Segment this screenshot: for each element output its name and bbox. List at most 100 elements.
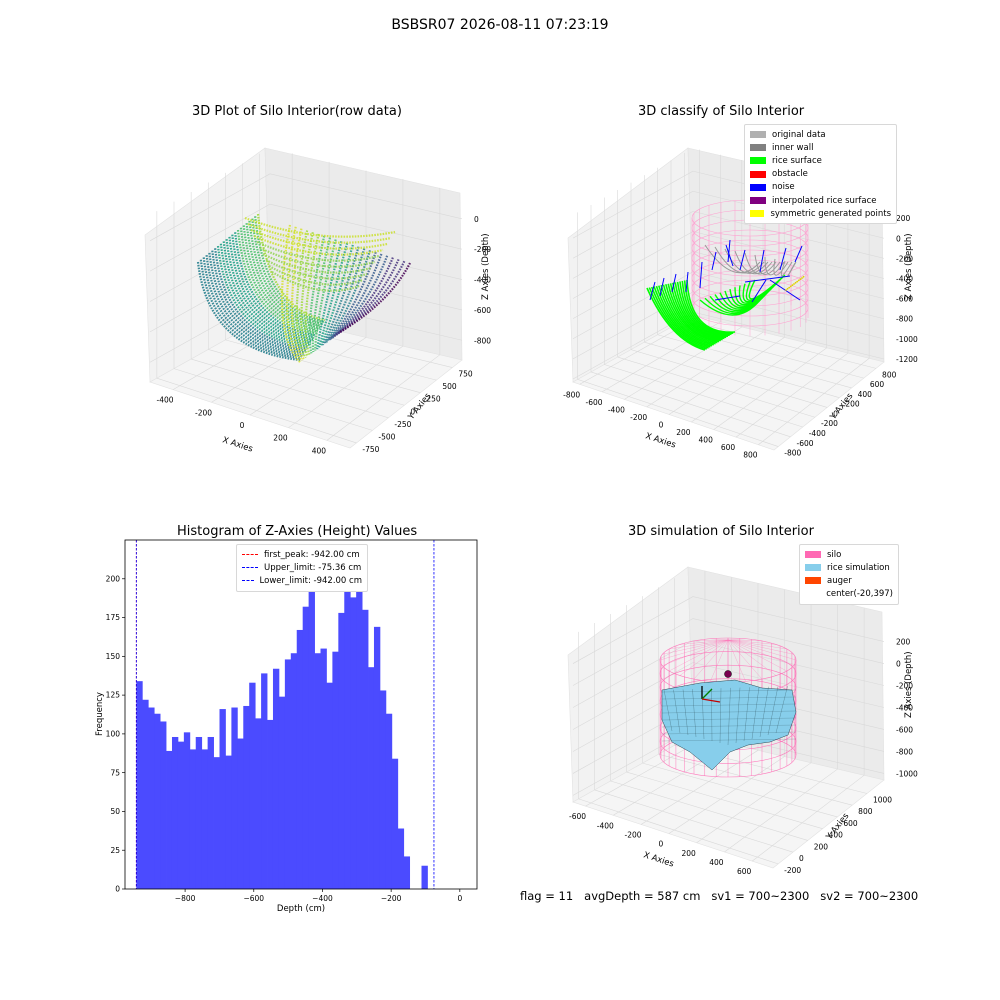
rice-surface-row [650, 286, 709, 349]
histogram-bar [308, 581, 315, 889]
raw-point-row [225, 239, 313, 343]
raw-point-row [236, 229, 317, 335]
symmetric-point [799, 278, 802, 281]
legend-swatch [750, 183, 766, 191]
z-tick-label: -800 [896, 747, 913, 756]
noise-stroke [711, 251, 717, 271]
z-tick-label: -1000 [896, 769, 918, 778]
z-tick-label: -200 [896, 254, 913, 263]
histogram-bar [272, 668, 280, 889]
raw-point-row [228, 236, 314, 341]
histogram-bar [326, 682, 333, 889]
noise-stroke [671, 273, 677, 293]
legend-line [242, 580, 254, 582]
symmetric-point [794, 281, 797, 284]
legend-label: Lower_limit: -942.00 cm [259, 575, 362, 586]
y-tick-label: 400 [858, 390, 873, 399]
z-axis-label: Z Axies (Depth) [904, 651, 914, 718]
y-tick-label: 25 [110, 846, 120, 855]
noise-stroke [751, 279, 767, 303]
histogram-bar [189, 749, 197, 889]
histogram-bar [154, 713, 161, 889]
y-tick-label: 1000 [873, 795, 892, 804]
z-axis-label: Z Axies (Depth) [904, 233, 914, 300]
raw-point-row [208, 252, 305, 354]
legend-swatch [750, 144, 766, 152]
histogram-bar [373, 626, 381, 889]
legend-item: original data [750, 128, 891, 141]
x-tick-label: -800 [563, 390, 580, 399]
z-tick-label: -1200 [896, 355, 918, 364]
histogram-bar [320, 648, 327, 889]
y-axis-label: Frequency [95, 692, 105, 736]
legend-line [242, 554, 258, 556]
y-tick-label: 750 [458, 370, 473, 379]
x-tick-label: 0 [457, 894, 462, 903]
raw-point-row [323, 248, 366, 345]
legend-label: inner wall [772, 142, 814, 153]
rice-surface-row [669, 283, 723, 341]
noise-stroke [699, 261, 703, 289]
legend-label: Upper_limit: -75.36 cm [264, 562, 362, 573]
legend-swatch [750, 170, 766, 178]
x-tick-label: −600 [243, 894, 264, 903]
z-tick-label: -800 [896, 315, 913, 324]
histogram-bar [332, 651, 339, 889]
x-tick-label: −200 [381, 894, 402, 903]
y-tick-label: 0 [115, 885, 120, 894]
legend-swatch [750, 210, 765, 218]
center-axis-y [701, 688, 713, 700]
raw-point-row [256, 240, 380, 262]
raw-point-row [239, 227, 319, 333]
histogram-bar [249, 682, 256, 889]
simulation-legend: silo rice simulation auger center(-20,397) [799, 544, 899, 605]
y-tick-label: -400 [809, 429, 826, 438]
rice-surface-row [662, 284, 718, 344]
histogram-bar [219, 709, 226, 889]
z-tick-label: 0 [474, 215, 479, 224]
panel3-title: Histogram of Z-Axies (Height) Values [177, 524, 418, 539]
status-footer: flag = 11 avgDepth = 587 cm sv1 = 700~23… [520, 889, 918, 903]
symmetric-point [785, 289, 787, 291]
histogram-bar [350, 597, 357, 889]
z-tick-label: -400 [896, 703, 913, 712]
rice-surface-row [674, 282, 727, 339]
rice-surface-row [681, 280, 732, 335]
legend-label: auger [827, 575, 852, 586]
legend-label: obstacle [772, 169, 808, 180]
histogram-bar [231, 707, 238, 889]
histogram-bar [284, 659, 292, 889]
noise-stroke [725, 244, 734, 267]
x-tick-label: 600 [721, 443, 736, 452]
raw-point-row [321, 246, 360, 346]
raw-point-row [317, 242, 349, 349]
legend-item: first_peak: -942.00 cm [242, 548, 362, 561]
histogram-bar [362, 609, 369, 889]
histogram-bar [385, 713, 393, 889]
legend-label: interpolated rice surface [772, 195, 877, 206]
x-tick-label: -400 [597, 821, 614, 830]
symmetric-point [786, 287, 789, 290]
z-tick-label: -800 [474, 336, 491, 345]
y-tick-label: 400 [829, 831, 844, 840]
histogram-bar [278, 696, 286, 889]
y-tick-label: 100 [106, 729, 121, 738]
symmetric-point [793, 283, 795, 285]
histogram-bar [171, 736, 179, 889]
y-tick-label: 125 [106, 691, 121, 700]
z-tick-label: -400 [474, 276, 491, 285]
z-tick-label: -600 [896, 725, 913, 734]
sv2-value: sv2 = 700~2300 [820, 889, 919, 903]
original-data-row [744, 252, 777, 275]
raw-point-row [216, 245, 309, 348]
y-tick-label: 800 [882, 370, 897, 379]
raw-point-row [319, 244, 354, 347]
original-data-row [734, 250, 773, 275]
raw-point-row [202, 257, 303, 358]
raw-point-row [311, 237, 332, 353]
original-data-row [780, 260, 793, 277]
auger-marker [724, 670, 732, 678]
rice-surface-row [672, 282, 725, 340]
